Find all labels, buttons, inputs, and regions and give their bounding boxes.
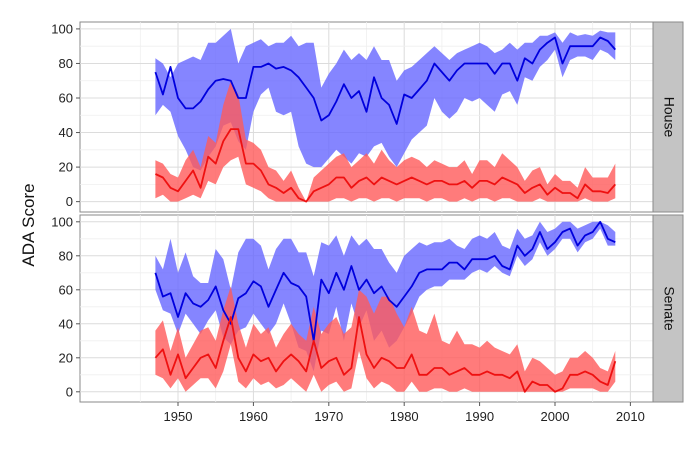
y-tick-label: 0 xyxy=(66,384,73,399)
panel-senate: Senate xyxy=(79,214,684,403)
line-blue xyxy=(154,36,616,125)
x-tick-label: 1990 xyxy=(465,409,494,424)
panel-house: House xyxy=(79,21,684,213)
y-tick-label: 80 xyxy=(59,248,73,263)
y-tick-label: 60 xyxy=(59,91,73,106)
band-red xyxy=(155,286,616,392)
facet-label: Senate xyxy=(661,286,677,331)
y-tick-label: 40 xyxy=(59,316,73,331)
facet-label: House xyxy=(661,97,677,138)
x-tick-label: 2000 xyxy=(541,409,570,424)
panels-layer: House Senate xyxy=(79,21,684,403)
x-tick-label: 1970 xyxy=(314,409,343,424)
x-tick-label: 1950 xyxy=(164,409,193,424)
band-red xyxy=(155,80,616,202)
x-tick-label: 1960 xyxy=(239,409,268,424)
line-red xyxy=(155,128,616,203)
y-tick-label: 20 xyxy=(59,160,73,175)
y-tick-label: 100 xyxy=(51,214,73,229)
y-tick-label: 60 xyxy=(59,282,73,297)
y-tick-label: 20 xyxy=(59,350,73,365)
y-tick-label: 100 xyxy=(51,21,73,36)
line-red xyxy=(154,316,617,393)
y-tick-label: 0 xyxy=(66,194,73,209)
axes-layer: 0 20 40 60 80 100 0 20 40 60 80 100 1950 1960 1970 1980… xyxy=(51,21,645,424)
x-tick-label: 1980 xyxy=(390,409,419,424)
x-tick-label: 2010 xyxy=(616,409,645,424)
facet-strip xyxy=(652,214,684,403)
y-tick-label: 40 xyxy=(59,125,73,140)
y-axis-label: ADA Score xyxy=(19,183,38,266)
facet-strip xyxy=(652,21,684,213)
y-tick-label: 80 xyxy=(59,56,73,71)
